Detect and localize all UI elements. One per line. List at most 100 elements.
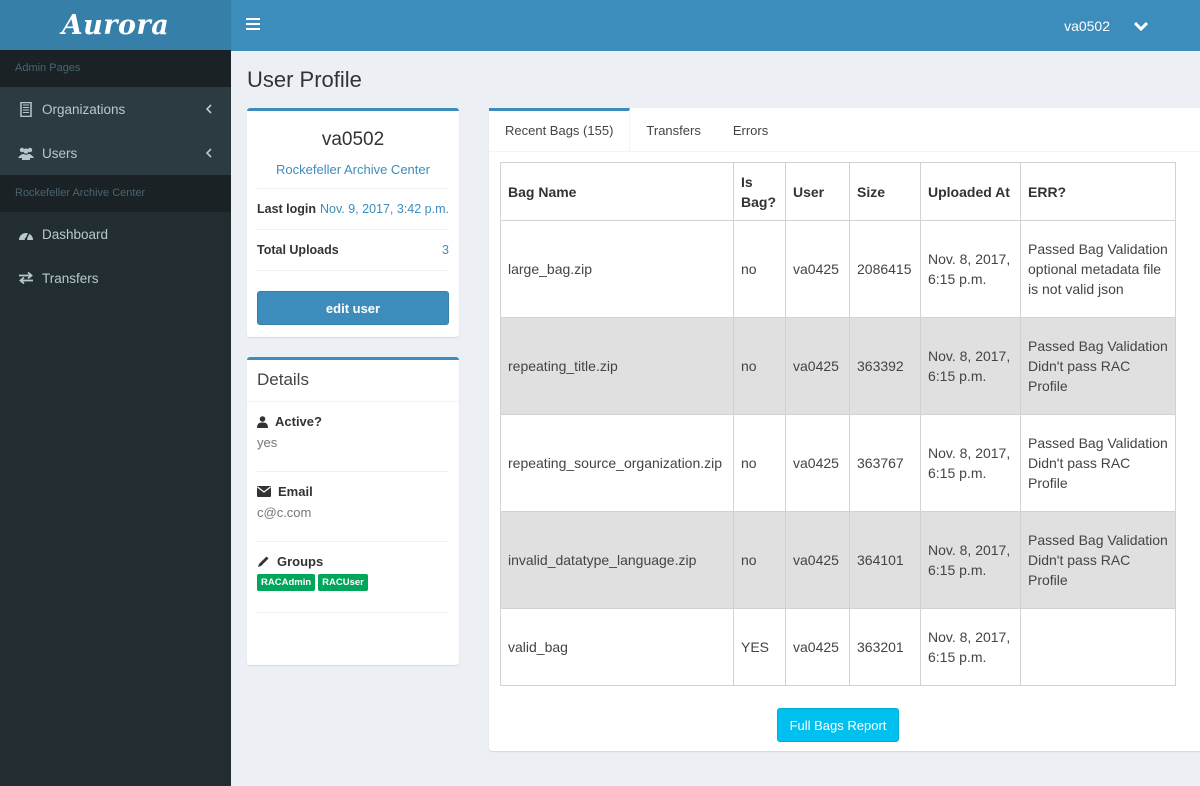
tab-bar: Recent Bags (155) Transfers Errors [489, 108, 1200, 152]
bag-uploaded-at: Nov. 8, 2017, 6:15 p.m. [920, 317, 1021, 415]
err-line: Didn't pass RAC Profile [1028, 358, 1131, 394]
table-row: valid_bag YES va0425 363201 Nov. 8, 2017… [500, 608, 1176, 686]
groups-label: Groups [277, 554, 324, 569]
dashboard-icon [18, 226, 34, 242]
top-navbar: va0502 [231, 0, 1200, 51]
group-badge: RACUser [318, 574, 368, 591]
details-card: Details Active? yes Email c@c.com Groups… [247, 357, 459, 665]
bag-user: va0425 [785, 317, 850, 415]
bag-name: invalid_datatype_language.zip [500, 511, 734, 609]
bag-name: large_bag.zip [500, 220, 734, 318]
is-bag: no [733, 511, 786, 609]
sidebar-item-dashboard[interactable]: Dashboard [0, 212, 231, 256]
col-is-bag: Is Bag? [733, 162, 786, 221]
bag-errors: Passed Bag Validation Didn't pass RAC Pro… [1020, 317, 1176, 415]
col-bag-name: Bag Name [500, 162, 734, 221]
bag-user: va0425 [785, 220, 850, 318]
page-title: User Profile [247, 67, 362, 92]
bag-size: 363392 [849, 317, 921, 415]
user-menu[interactable]: va0502 [1064, 0, 1148, 51]
table-row: large_bag.zip no va0425 2086415 Nov. 8, … [500, 220, 1176, 318]
profile-card: va0502 Rockefeller Archive Center Last l… [247, 108, 459, 337]
sidebar-item-label: Users [42, 145, 78, 161]
sidebar-item-transfers[interactable]: Transfers [0, 256, 231, 300]
full-bags-report-button[interactable]: Full Bags Report [777, 708, 899, 742]
bag-errors: Passed Bag Validation Didn't pass RAC Pro… [1020, 414, 1176, 512]
email-label: Email [278, 484, 313, 499]
col-size: Size [849, 162, 921, 221]
bag-size: 363767 [849, 414, 921, 512]
sidebar-item-organizations[interactable]: Organizations [0, 87, 231, 131]
is-bag: no [733, 317, 786, 415]
bag-errors: Passed Bag Validation optional metadata f… [1020, 220, 1176, 318]
app-logo[interactable]: Aurora [0, 0, 231, 50]
sidebar-header-organization: Rockefeller Archive Center [0, 175, 231, 212]
err-line: Didn't pass RAC Profile [1028, 455, 1131, 491]
chevron-down-icon [1134, 21, 1148, 31]
err-line: optional metadata file is not valid json [1028, 261, 1162, 297]
detail-groups: Groups RACAdmin RACUser [257, 542, 449, 613]
pencil-icon [258, 556, 269, 567]
sidebar: Admin Pages Organizations Users Rockefel… [0, 50, 231, 786]
bag-uploaded-at: Nov. 8, 2017, 6:15 p.m. [920, 220, 1021, 318]
table-row: invalid_datatype_language.zip no va0425 … [500, 511, 1176, 609]
err-line: Passed Bag Validation [1028, 241, 1168, 257]
is-bag: YES [733, 608, 786, 686]
tab-recent-bags[interactable]: Recent Bags (155) [489, 108, 631, 151]
bag-name: repeating_title.zip [500, 317, 734, 415]
err-line: Passed Bag Validation [1028, 532, 1168, 548]
total-uploads-value: 3 [442, 243, 449, 257]
err-line: Passed Bag Validation [1028, 435, 1168, 451]
user-icon [257, 415, 268, 428]
col-err: ERR? [1020, 162, 1176, 221]
sidebar-item-label: Organizations [42, 101, 126, 117]
profile-organization-link[interactable]: Rockefeller Archive Center [257, 162, 449, 189]
sidebar-toggle-icon[interactable] [246, 15, 260, 35]
chevron-left-icon [205, 104, 212, 114]
detail-email: Email c@c.com [257, 472, 449, 542]
table-row: repeating_source_organization.zip no va0… [500, 414, 1176, 512]
bag-user: va0425 [785, 414, 850, 512]
email-value: c@c.com [257, 505, 312, 520]
sidebar-header-admin: Admin Pages [0, 50, 231, 87]
sidebar-item-label: Dashboard [42, 226, 109, 242]
exchange-icon [18, 270, 34, 286]
bag-size: 363201 [849, 608, 921, 686]
profile-username: va0502 [321, 129, 385, 150]
total-uploads-label: Total Uploads [257, 243, 339, 257]
tab-transfers[interactable]: Transfers [646, 123, 701, 138]
bag-size: 2086415 [849, 220, 921, 318]
chevron-left-icon [205, 148, 212, 158]
users-icon [18, 145, 34, 161]
details-title: Details [247, 360, 459, 402]
table-header-row: Bag Name Is Bag? User Size Uploaded At E… [500, 162, 1176, 221]
bag-user: va0425 [785, 608, 850, 686]
group-badge: RACAdmin [257, 574, 316, 591]
bag-user: va0425 [785, 511, 850, 609]
bags-tabs-panel: Recent Bags (155) Transfers Errors Bag N… [489, 108, 1200, 751]
err-line: Passed Bag Validation [1028, 338, 1168, 354]
err-line: Didn't pass RAC Profile [1028, 552, 1131, 588]
current-user-name: va0502 [1064, 17, 1110, 34]
main-content: User Profile va0502 Rockefeller Archive … [231, 51, 1200, 786]
bag-name: repeating_source_organization.zip [500, 414, 734, 512]
bag-size: 364101 [849, 511, 921, 609]
recent-bags-table: Bag Name Is Bag? User Size Uploaded At E… [500, 162, 1176, 686]
bag-uploaded-at: Nov. 8, 2017, 6:15 p.m. [920, 511, 1021, 609]
bag-name: valid_bag [500, 608, 734, 686]
is-bag: no [733, 414, 786, 512]
envelope-icon [257, 486, 271, 497]
edit-user-button[interactable]: edit user [257, 291, 449, 325]
last-login-row: Last login Nov. 9, 2017, 3:42 p.m. [257, 189, 449, 230]
building-icon [18, 101, 34, 117]
tab-errors[interactable]: Errors [732, 123, 769, 138]
active-label: Active? [275, 414, 322, 429]
active-value: yes [257, 435, 278, 450]
col-uploaded-at: Uploaded At [920, 162, 1021, 221]
last-login-label: Last login [257, 202, 317, 216]
sidebar-item-label: Transfers [42, 270, 99, 286]
is-bag: no [733, 220, 786, 318]
sidebar-item-users[interactable]: Users [0, 131, 231, 175]
last-login-value: Nov. 9, 2017, 3:42 p.m. [319, 202, 449, 216]
col-user: User [785, 162, 850, 221]
